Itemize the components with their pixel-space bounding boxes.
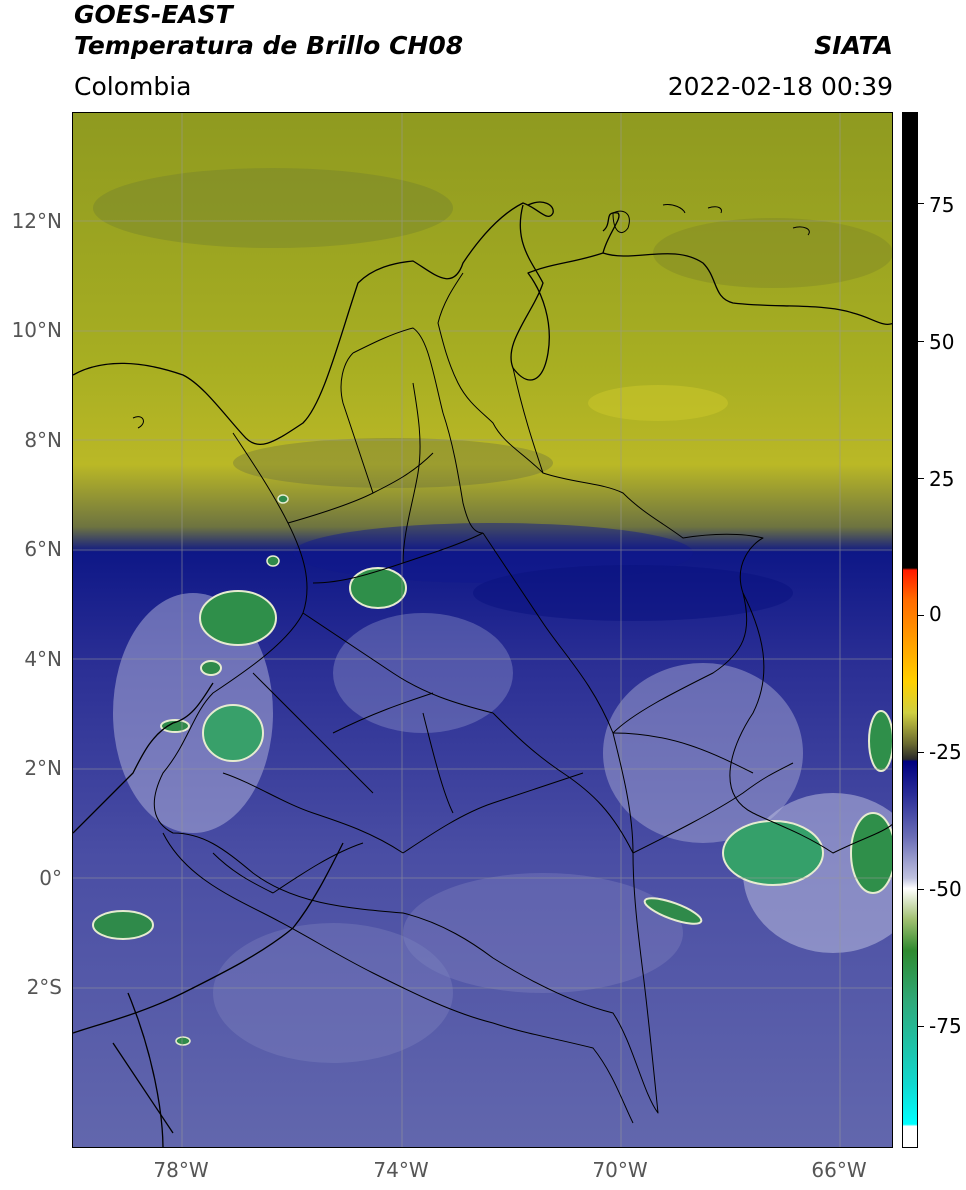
agency-label: SIATA [814, 31, 893, 60]
lat-label-6n: 6°N [24, 537, 62, 561]
lat-label-4n: 4°N [24, 647, 62, 671]
colorbar-tick [918, 889, 924, 890]
islands [132, 204, 810, 429]
colorbar [902, 112, 918, 1148]
colorbar-tick [918, 1026, 924, 1027]
colorbar-tick [918, 615, 924, 616]
cloud-texture [93, 168, 892, 1063]
colorbar-label-0: 0 [929, 602, 942, 626]
colorbar-tick [918, 341, 924, 342]
timestamp-label: 2022-02-18 00:39 [667, 72, 893, 101]
lat-label-0: 0° [39, 866, 62, 890]
lat-label-12n: 12°N [11, 209, 62, 233]
colorbar-label-25: 25 [929, 467, 955, 491]
lon-label-74w: 74°W [373, 1158, 429, 1182]
cold-cloud-tops [92, 494, 892, 1046]
satellite-map[interactable] [72, 112, 893, 1148]
colorbar-label-75: 75 [929, 193, 955, 217]
lat-label-2n: 2°N [24, 756, 62, 780]
lat-label-2s: 2°S [26, 975, 62, 999]
coastlines [73, 201, 892, 1147]
colorbar-label-minus75: -75 [929, 1014, 962, 1038]
colorbar-tick [918, 478, 924, 479]
colorbar-label-minus50: -50 [929, 877, 962, 901]
product-title: Temperatura de Brillo CH08 [74, 31, 464, 60]
lat-label-10n: 10°N [11, 318, 62, 342]
lon-label-78w: 78°W [153, 1158, 209, 1182]
region-label: Colombia [74, 72, 192, 101]
lon-label-70w: 70°W [592, 1158, 648, 1182]
colorbar-label-50: 50 [929, 330, 955, 354]
political-borders [153, 272, 892, 1124]
colorbar-tick [918, 203, 924, 204]
lat-label-8n: 8°N [24, 428, 62, 452]
colorbar-tick [918, 752, 924, 753]
satellite-title: GOES-EAST [74, 0, 233, 29]
graticule [73, 113, 892, 1147]
colorbar-label-minus25: -25 [929, 740, 962, 764]
lon-label-66w: 66°W [811, 1158, 867, 1182]
map-layers [73, 113, 892, 1147]
